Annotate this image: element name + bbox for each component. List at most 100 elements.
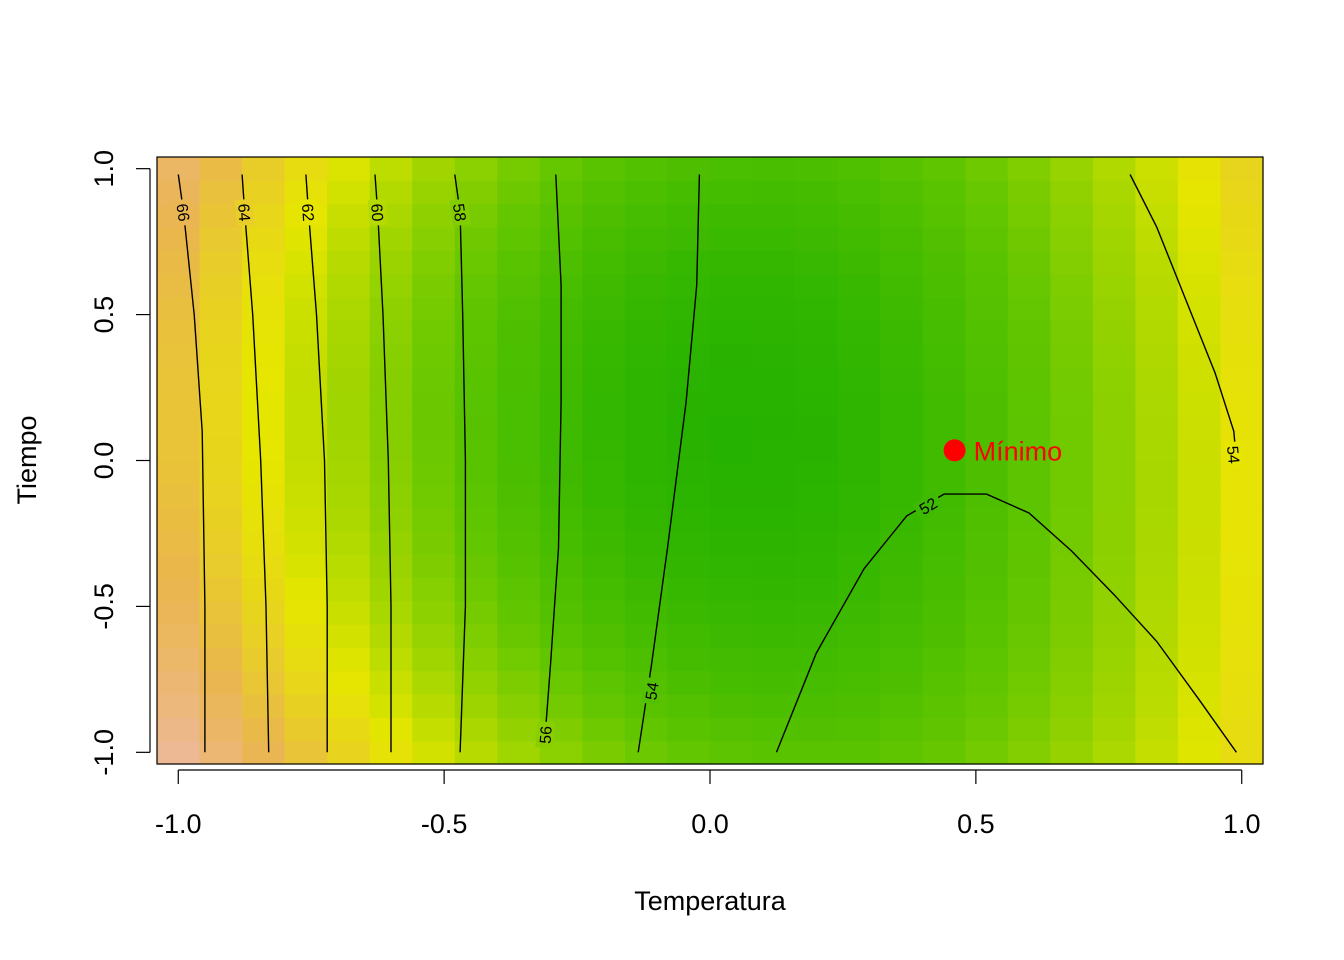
heat-cell <box>1007 717 1051 742</box>
heat-cell <box>1135 227 1179 251</box>
heat-cell <box>582 647 626 672</box>
heat-cell <box>199 227 243 251</box>
heat-cell <box>752 483 796 508</box>
heat-cell <box>1135 203 1179 228</box>
heat-cell <box>667 273 711 298</box>
heat-cell <box>880 320 924 345</box>
heat-cell <box>157 390 201 415</box>
heat-cell <box>922 553 966 578</box>
heat-cell <box>242 670 286 695</box>
heat-cell <box>284 670 328 695</box>
heat-cell <box>1220 623 1264 648</box>
heat-cell <box>369 367 413 392</box>
heat-cell <box>837 413 881 438</box>
heat-cell <box>795 623 839 648</box>
heat-cell <box>242 717 286 742</box>
heat-cell <box>1050 390 1094 415</box>
heat-cell <box>1092 577 1136 602</box>
heat-cell <box>710 437 754 462</box>
heat-cell <box>710 483 754 508</box>
heat-cell <box>242 740 286 765</box>
heat-cell <box>710 553 754 578</box>
heat-cell <box>710 647 754 672</box>
heat-cell <box>157 577 201 602</box>
heat-cell <box>582 623 626 648</box>
heat-cell <box>667 203 711 228</box>
heat-cell <box>1050 437 1094 462</box>
heat-cell <box>1135 600 1179 625</box>
heat-cell <box>157 600 201 625</box>
heat-cell <box>412 367 456 392</box>
heat-cell <box>454 530 498 555</box>
heat-cell <box>497 577 541 602</box>
heat-cell <box>965 530 1009 555</box>
heat-cell <box>1220 693 1264 718</box>
heat-cell <box>922 203 966 228</box>
heat-cell <box>624 740 669 765</box>
heat-cell <box>1050 413 1094 438</box>
heat-cell <box>1050 670 1094 695</box>
heat-cell <box>1092 437 1136 462</box>
heat-cell <box>539 693 583 718</box>
heat-cell <box>1050 530 1094 555</box>
heat-cell <box>1220 367 1264 392</box>
heat-cell <box>1135 180 1179 205</box>
heat-cell <box>242 600 286 625</box>
heat-cell <box>582 600 626 625</box>
heat-cell <box>369 507 413 532</box>
heat-cell <box>1007 553 1051 578</box>
heat-cell <box>965 157 1009 181</box>
heat-cell <box>412 320 456 345</box>
heat-cell <box>1007 460 1051 485</box>
contour-label: 64 <box>234 203 252 222</box>
heat-cell <box>539 507 583 532</box>
heat-cell <box>624 227 669 251</box>
heat-cell <box>242 297 286 322</box>
heat-cell <box>157 507 201 532</box>
heat-cell <box>412 647 456 672</box>
heat-cell <box>752 577 796 602</box>
heat-cell <box>157 180 201 205</box>
heat-cell <box>454 717 498 742</box>
heat-cell <box>582 180 626 205</box>
heat-cell <box>752 507 796 532</box>
heat-cell <box>1177 203 1222 228</box>
heat-cell <box>1007 483 1051 508</box>
heat-cell <box>539 530 583 555</box>
heat-cell <box>880 740 924 765</box>
heat-cell <box>710 670 754 695</box>
heat-cell <box>795 507 839 532</box>
heat-cell <box>1092 157 1136 181</box>
contour-label-bg <box>298 198 319 226</box>
heat-cell <box>795 413 839 438</box>
heat-cell <box>199 530 243 555</box>
heat-cell <box>582 577 626 602</box>
heat-cell <box>837 180 881 205</box>
heat-cell <box>327 600 371 625</box>
heat-cell <box>795 157 839 181</box>
heat-cell <box>795 553 839 578</box>
heat-cell <box>752 413 796 438</box>
contour-label-group: 60 <box>367 198 388 226</box>
heat-cell <box>1050 693 1094 718</box>
contour-line <box>775 493 1237 753</box>
heat-cell <box>284 367 328 392</box>
contour-label-group: 54 <box>1223 440 1244 469</box>
heat-cell <box>157 670 201 695</box>
heat-cell <box>199 343 243 368</box>
heat-cell <box>922 367 966 392</box>
heat-cell <box>752 343 796 368</box>
heat-cell <box>965 343 1009 368</box>
heat-cell <box>157 343 201 368</box>
heat-cell <box>412 693 456 718</box>
heat-cell <box>1007 273 1051 298</box>
heat-cell <box>1007 600 1051 625</box>
heat-cell <box>582 717 626 742</box>
heat-cell <box>795 180 839 205</box>
heat-cell <box>199 600 243 625</box>
heat-cell <box>922 460 966 485</box>
contour-label-group: 54 <box>640 676 663 706</box>
heat-cell <box>1092 717 1136 742</box>
contour-label: 58 <box>449 203 468 223</box>
heat-cell <box>667 647 711 672</box>
